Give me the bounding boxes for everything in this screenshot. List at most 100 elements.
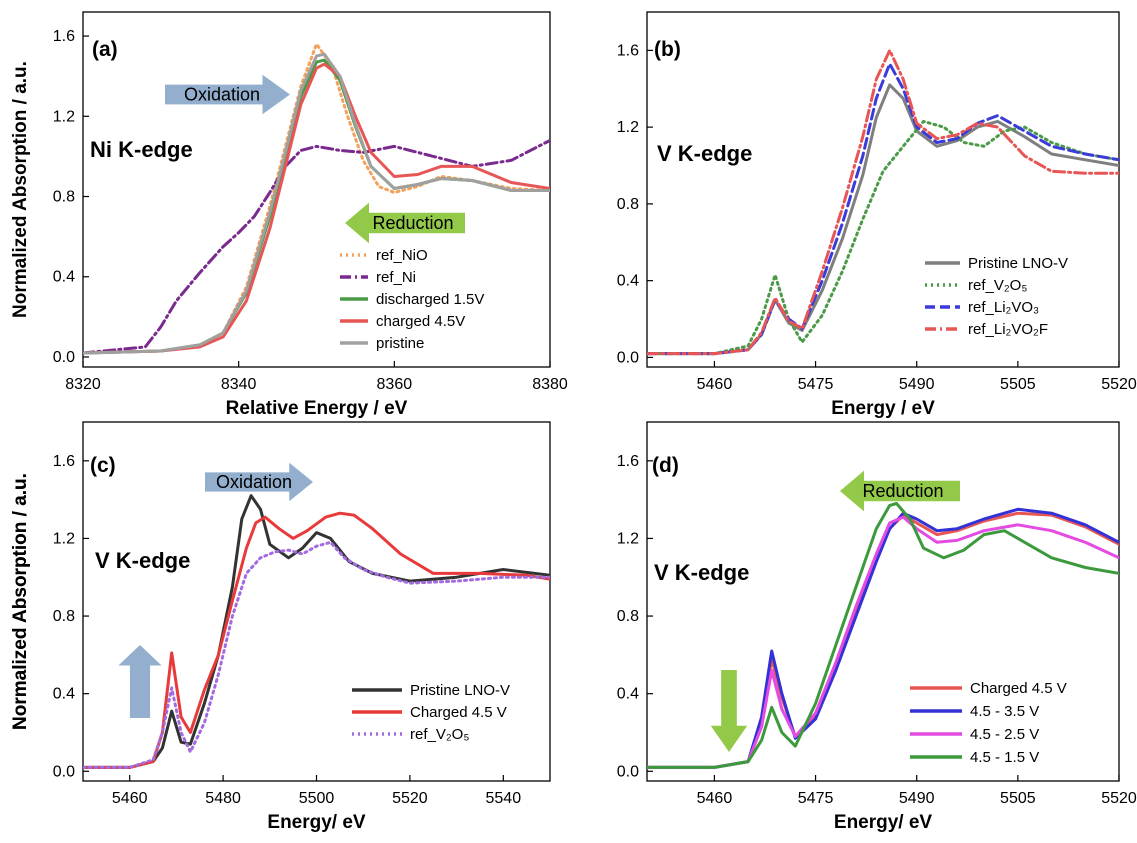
- series-line: [647, 502, 1119, 769]
- x-tick-label: 5540: [486, 790, 522, 807]
- y-axis-label: Normalized Absorption / a.u.: [10, 473, 31, 730]
- y-tick-label: 0.8: [53, 189, 75, 206]
- y-tick-label: 1.6: [617, 42, 639, 59]
- panel-label: (c): [90, 454, 116, 477]
- y-axis-label: Normalized Absorption / a.u.: [10, 473, 31, 730]
- series-line: [647, 515, 1119, 769]
- y-tick-label: 1.2: [53, 108, 75, 125]
- x-tick-label: 8360: [377, 376, 413, 393]
- legend-label: ref_V₂O₅: [968, 277, 1027, 294]
- data-lines: [647, 502, 1119, 769]
- x-tick-label: 8320: [65, 376, 101, 393]
- x-tick-label: 5480: [205, 790, 241, 807]
- x-tick-label: 5520: [392, 790, 428, 807]
- legend-label: charged 4.5V: [376, 313, 465, 330]
- panel-a: 8320 8340 8360 8380 0.0 0.4 0.8 1.2 1.6 Relative …: [10, 11, 568, 419]
- edge-annotation: V K-edge: [95, 548, 190, 573]
- legend-label: ref_Ni: [376, 269, 416, 286]
- legend-label: Charged 4.5 V: [970, 680, 1067, 697]
- legend: Pristine LNO-V ref_V₂O₅ ref_Li₂VO₃ ref_Li₂V…: [925, 255, 1068, 338]
- y-tick-label: 1.6: [53, 453, 75, 470]
- y-tick-label: 0.4: [617, 686, 639, 703]
- legend: Pristine LNO-V Charged 4.5 V ref_V₂O₅: [352, 682, 510, 743]
- legend-label: Pristine LNO-V: [410, 682, 510, 699]
- x-tick-label: 8340: [221, 376, 257, 393]
- increase-arrow-icon: [118, 645, 162, 718]
- series-line: [83, 511, 550, 769]
- left-arrow-icon: [345, 202, 465, 244]
- right-arrow-icon: [205, 462, 313, 502]
- x-axis-label: Energy/ eV: [834, 812, 933, 833]
- plot-frame: [82, 421, 551, 782]
- arrow-label: Oxidation: [184, 85, 260, 105]
- x-tick-label: 5475: [798, 376, 834, 393]
- series-line: [647, 62, 1119, 356]
- series-line: [83, 52, 550, 355]
- series-line: [647, 48, 1119, 356]
- x-axis-label: Relative Energy / eV: [226, 398, 408, 419]
- x-axis-label: Energy / eV: [831, 398, 935, 419]
- plot-frame: [646, 421, 1120, 782]
- y-tick-label: 0.4: [617, 273, 639, 290]
- x-tick-label: 5505: [1000, 376, 1036, 393]
- y-tick-label: 1.2: [617, 119, 639, 136]
- legend-label: ref_Li₂VO₃: [968, 299, 1039, 316]
- y-tick-label: 0.0: [617, 349, 639, 366]
- x-tick-label: 5460: [697, 790, 733, 807]
- legend: Charged 4.5 V 4.5 - 3.5 V 4.5 - 2.5 V 4.5 -…: [910, 680, 1067, 766]
- x-tick-label: 5490: [899, 376, 935, 393]
- plot-frame: [646, 11, 1120, 368]
- y-tick-label: 0.8: [53, 608, 75, 625]
- panel-c: 5460 5480 5500 5520 5540 0.0 0.4 0.8 1.2 1.6 Energ…: [10, 421, 551, 833]
- legend: ref_NiO ref_Ni discharged 1.5V charged 4.5V…: [340, 247, 484, 352]
- x-axis-label: Energy/ eV: [267, 812, 366, 833]
- x-tick-label: 5490: [899, 790, 935, 807]
- y-tick-label: 0.8: [617, 608, 639, 625]
- x-tick-label: 5460: [697, 376, 733, 393]
- panel-label: (b): [654, 38, 681, 61]
- y-tick-label: 0.0: [53, 349, 75, 366]
- arrow-label: Reduction: [372, 213, 453, 233]
- y-axis-label: Normalized Absorption / a.u.: [10, 61, 31, 318]
- legend-label: discharged 1.5V: [376, 291, 484, 308]
- edge-annotation: V K-edge: [657, 141, 752, 166]
- y-tick-label: 0.0: [617, 763, 639, 780]
- x-tick-label: 5505: [1000, 790, 1036, 807]
- legend-label: ref_NiO: [376, 247, 428, 264]
- panel-label: (d): [652, 454, 679, 477]
- y-tick-label: 1.6: [53, 28, 75, 45]
- legend-label: pristine: [376, 335, 424, 352]
- legend-label: ref_V₂O₅: [410, 726, 469, 743]
- y-tick-label: 0.0: [53, 763, 75, 780]
- x-tick-label: 5475: [798, 790, 834, 807]
- legend-label: Charged 4.5 V: [410, 704, 507, 721]
- arrow-label: Oxidation: [216, 472, 292, 492]
- legend-label: 4.5 - 1.5 V: [970, 749, 1039, 766]
- left-arrow-icon: [840, 470, 960, 512]
- y-tick-label: 0.8: [617, 196, 639, 213]
- series-line: [647, 507, 1119, 769]
- x-tick-label: 5520: [1101, 790, 1137, 807]
- series-line: [83, 494, 550, 769]
- x-tick-label: 5500: [299, 790, 335, 807]
- series-line: [83, 58, 550, 355]
- y-tick-label: 1.2: [53, 530, 75, 547]
- y-tick-label: 0.4: [53, 269, 75, 286]
- series-line: [83, 138, 550, 355]
- x-tick-label: 8380: [532, 376, 568, 393]
- legend-label: ref_Li₂VO₂F: [968, 321, 1048, 338]
- increase-arrow-icon: [710, 670, 748, 752]
- y-tick-label: 0.4: [53, 686, 75, 703]
- data-lines: [83, 42, 550, 355]
- y-tick-label: 1.2: [617, 530, 639, 547]
- data-lines: [83, 494, 550, 769]
- y-tick-label: 1.6: [617, 453, 639, 470]
- x-tick-label: 5520: [1101, 376, 1137, 393]
- x-tick-label: 5460: [112, 790, 148, 807]
- right-arrow-icon: [165, 74, 290, 115]
- series-line: [83, 540, 550, 769]
- edge-annotation: V K-edge: [654, 560, 749, 585]
- series-line: [647, 83, 1119, 356]
- panel-label: (a): [92, 38, 118, 61]
